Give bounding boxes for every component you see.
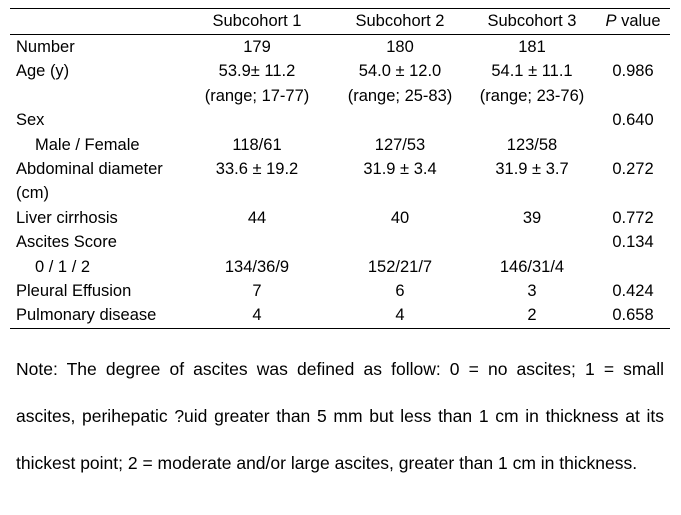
cell-subcohort-3 bbox=[468, 230, 596, 254]
row-label: Male / Female bbox=[35, 135, 140, 154]
table-row: (range; 17-77) (range; 25-83) (range; 23… bbox=[10, 84, 670, 108]
cell-subcohort-1: (range; 17-77) bbox=[204, 86, 310, 105]
row-label: Pleural Effusion bbox=[16, 282, 132, 301]
cell-subcohort-1: 33.6 ± 19.2 bbox=[215, 160, 299, 179]
cell-p-value: 0.658 bbox=[612, 306, 654, 325]
cell-p-value: 0.772 bbox=[612, 208, 654, 227]
cell-subcohort-2: 31.9 ± 3.4 bbox=[363, 160, 437, 179]
table-row: Sex 0.640 bbox=[10, 108, 670, 132]
cell-subcohort-3: 31.9 ± 3.7 bbox=[495, 160, 569, 179]
cell-subcohort-2: (range; 25-83) bbox=[347, 86, 453, 105]
cell-p-value bbox=[596, 84, 670, 108]
table-row: Liver cirrhosis 44 40 39 0.772 bbox=[10, 206, 670, 230]
table-row: Pulmonary disease 4 4 2 0.658 bbox=[10, 303, 670, 329]
table-row: Ascites Score 0.134 bbox=[10, 230, 670, 254]
cell-subcohort-3 bbox=[468, 181, 596, 205]
cell-p-value: 0.640 bbox=[612, 111, 654, 130]
header-subcohort-3: Subcohort 3 bbox=[487, 12, 577, 30]
header-subcohort-2: Subcohort 2 bbox=[355, 12, 445, 30]
table-footnote: Note: The degree of ascites was defined … bbox=[16, 358, 664, 473]
row-label: Pulmonary disease bbox=[16, 306, 157, 325]
table-row: Abdominal diameter 33.6 ± 19.2 31.9 ± 3.… bbox=[10, 157, 670, 181]
row-label: (cm) bbox=[16, 184, 49, 203]
cell-subcohort-2: 6 bbox=[395, 282, 405, 301]
cell-subcohort-2: 40 bbox=[390, 208, 410, 227]
cell-p-value: 0.134 bbox=[612, 233, 654, 252]
row-label: Ascites Score bbox=[16, 233, 117, 252]
row-label: Number bbox=[16, 38, 75, 56]
cell-subcohort-2 bbox=[332, 181, 468, 205]
cell-p-value bbox=[596, 255, 670, 279]
cell-p-value bbox=[596, 133, 670, 157]
cell-subcohort-2 bbox=[332, 230, 468, 254]
table-row: Male / Female 118/61 127/53 123/58 bbox=[10, 133, 670, 157]
cell-subcohort-1: 7 bbox=[252, 282, 262, 301]
cell-subcohort-3: 2 bbox=[527, 306, 537, 325]
cell-subcohort-1: 4 bbox=[252, 306, 262, 325]
cell-subcohort-1: 53.9± 11.2 bbox=[218, 62, 296, 81]
header-p-italic: P bbox=[605, 12, 617, 30]
cell-subcohort-2: 152/21/7 bbox=[367, 257, 433, 276]
table-row: 0 / 1 / 2 134/36/9 152/21/7 146/31/4 bbox=[10, 255, 670, 279]
cell-subcohort-2: 180 bbox=[386, 38, 414, 56]
table-row: Pleural Effusion 7 6 3 0.424 bbox=[10, 279, 670, 303]
cell-subcohort-3: 39 bbox=[522, 208, 542, 227]
row-label: Liver cirrhosis bbox=[16, 208, 118, 227]
cell-p-value: 0.986 bbox=[612, 62, 654, 81]
table-row: Number 179 180 181 bbox=[10, 35, 670, 60]
row-label: Abdominal diameter bbox=[16, 160, 163, 179]
cell-subcohort-3: 54.1 ± 11.1 bbox=[491, 62, 573, 81]
cell-subcohort-1: 179 bbox=[243, 38, 271, 56]
row-label: Sex bbox=[16, 111, 45, 130]
cell-subcohort-2 bbox=[332, 108, 468, 132]
row-label bbox=[10, 84, 182, 108]
cell-subcohort-3: 3 bbox=[527, 282, 537, 301]
header-p-value: P value bbox=[596, 9, 670, 35]
cell-subcohort-3 bbox=[468, 108, 596, 132]
header-label bbox=[10, 9, 182, 35]
row-label: 0 / 1 / 2 bbox=[35, 257, 91, 276]
cell-subcohort-1: 134/36/9 bbox=[224, 257, 290, 276]
cell-p-value bbox=[596, 35, 670, 60]
cell-subcohort-3: 181 bbox=[518, 38, 546, 56]
baseline-characteristics-table: Subcohort 1 Subcohort 2 Subcohort 3 P va… bbox=[10, 8, 670, 329]
cell-subcohort-1 bbox=[182, 108, 332, 132]
table-row: (cm) bbox=[10, 181, 670, 205]
cell-subcohort-3: 123/58 bbox=[506, 135, 558, 154]
cell-subcohort-2: 4 bbox=[395, 306, 405, 325]
baseline-characteristics-table-wrapper: Subcohort 1 Subcohort 2 Subcohort 3 P va… bbox=[10, 8, 670, 329]
cell-subcohort-2: 54.0 ± 12.0 bbox=[358, 62, 442, 81]
header-subcohort-1: Subcohort 1 bbox=[212, 12, 302, 30]
cell-subcohort-1: 44 bbox=[247, 208, 267, 227]
cell-p-value bbox=[596, 181, 670, 205]
cell-subcohort-3: (range; 23-76) bbox=[479, 86, 585, 105]
cell-subcohort-1: 118/61 bbox=[232, 135, 282, 154]
cell-p-value: 0.424 bbox=[612, 282, 654, 301]
cell-subcohort-3: 146/31/4 bbox=[499, 257, 565, 276]
table-row: Age (y) 53.9± 11.2 54.0 ± 12.0 54.1 ± 11… bbox=[10, 59, 670, 83]
table-header-row: Subcohort 1 Subcohort 2 Subcohort 3 P va… bbox=[10, 8, 670, 35]
cell-subcohort-1 bbox=[182, 230, 332, 254]
cell-subcohort-1 bbox=[182, 181, 332, 205]
row-label: Age (y) bbox=[16, 62, 70, 81]
cell-p-value: 0.272 bbox=[612, 160, 654, 179]
header-p-rest: value bbox=[616, 12, 661, 30]
cell-subcohort-2: 127/53 bbox=[374, 135, 426, 154]
